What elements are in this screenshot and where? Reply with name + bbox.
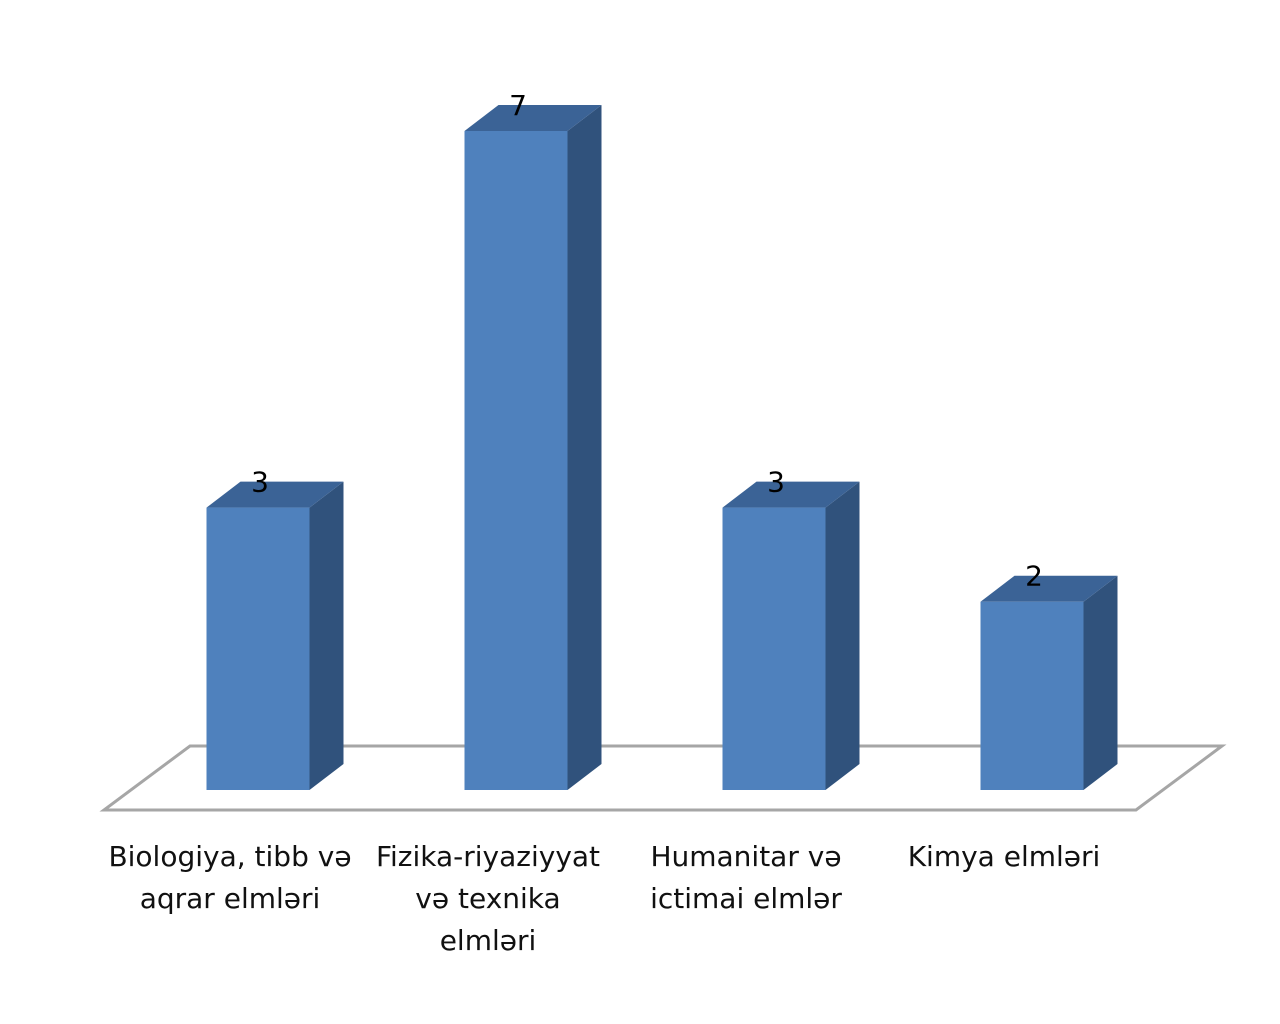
bar-top bbox=[206, 481, 344, 508]
bar-top bbox=[464, 105, 602, 131]
bar-top bbox=[722, 481, 860, 508]
x-tick-label: Humanitar və ictimai elmlər bbox=[650, 840, 842, 915]
bar-side bbox=[567, 105, 602, 790]
bar bbox=[980, 575, 1118, 790]
bar bbox=[722, 481, 860, 790]
bar-side bbox=[1083, 575, 1118, 790]
x-tick-label: Fizika-riyaziyyat və texnika elmləri bbox=[375, 840, 601, 957]
x-tick-label: Biologiya, tibb və aqrar elmləri bbox=[108, 840, 352, 915]
bar-front bbox=[464, 131, 568, 790]
value-label: 3 bbox=[251, 466, 269, 499]
bar-side bbox=[309, 481, 344, 790]
bar bbox=[464, 105, 602, 790]
bar-front bbox=[980, 601, 1084, 790]
x-tick-label: Kimya elmləri bbox=[907, 840, 1101, 873]
floor bbox=[99, 744, 1227, 812]
bar-front bbox=[206, 507, 310, 790]
bar bbox=[206, 481, 344, 790]
bar-front bbox=[722, 507, 826, 790]
value-label: 7 bbox=[509, 89, 527, 122]
value-label: 3 bbox=[767, 466, 785, 499]
value-label: 2 bbox=[1025, 560, 1043, 593]
bar-side bbox=[825, 481, 860, 790]
bar-top bbox=[980, 575, 1118, 602]
